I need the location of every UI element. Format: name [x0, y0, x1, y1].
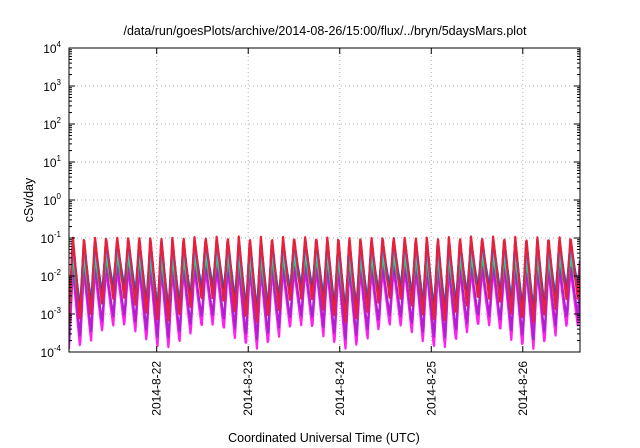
chart-title: /data/run/goesPlots/archive/2014-08-26/1…: [123, 24, 527, 38]
series-line: [69, 235, 580, 324]
x-tick-label: 2014-8-26: [516, 361, 530, 416]
y-tick-label: 10-2: [41, 268, 62, 284]
y-axis-label: cSv/day: [22, 177, 36, 222]
x-axis: 2014-8-22 2014-8-23 2014-8-24 2014-8-25 2014…: [150, 48, 530, 416]
y-tick-label: 10-4: [41, 344, 62, 360]
x-tick-label: 2014-8-23: [241, 361, 255, 416]
y-tick-label: 103: [43, 78, 61, 94]
x-axis-label: Coordinated Universal Time (UTC): [228, 431, 420, 445]
y-axis: 10-4 10-3 10-2 10-1 100 101 102 103 104: [41, 40, 580, 360]
x-tick-label: 2014-8-24: [333, 361, 347, 416]
x-tick-label: 2014-8-22: [150, 361, 164, 416]
y-tick-label: 100: [43, 192, 61, 208]
series-layer: [69, 235, 580, 350]
y-tick-label: 104: [43, 40, 61, 56]
y-tick-label: 10-3: [41, 306, 62, 322]
y-tick-label: 101: [43, 154, 61, 170]
y-tick-label: 10-1: [41, 230, 62, 246]
y-tick-label: 102: [43, 116, 61, 132]
grid: [69, 48, 580, 352]
x-tick-label: 2014-8-25: [424, 361, 438, 416]
